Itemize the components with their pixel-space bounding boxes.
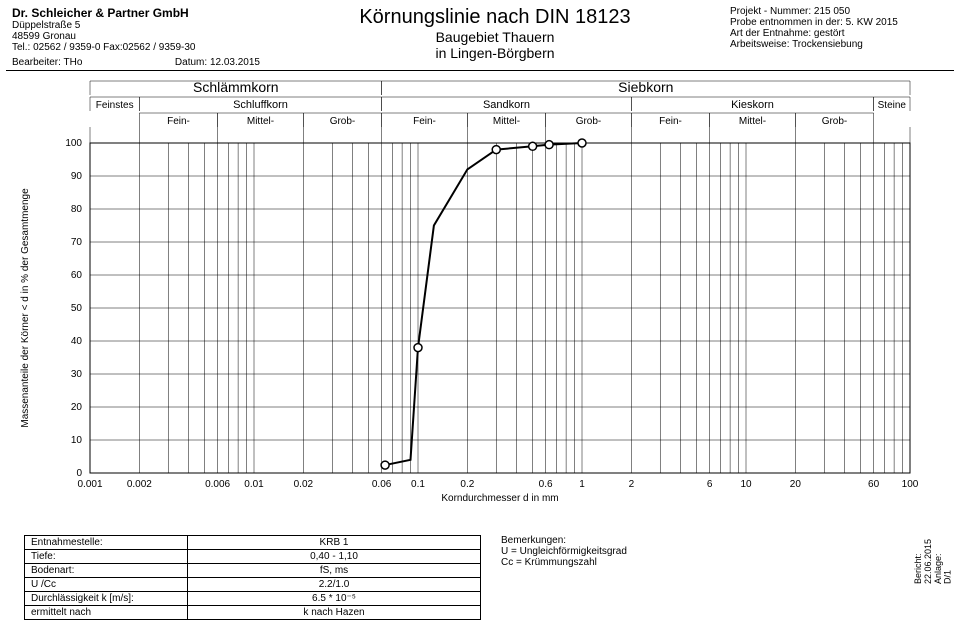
svg-text:0.02: 0.02 [294,479,314,490]
svg-text:10: 10 [740,479,752,490]
row-value: 2.2/1.0 [188,578,481,592]
row-value: KRB 1 [188,536,481,550]
svg-text:Feinstes: Feinstes [96,100,134,111]
projekt: Projekt - Nummer: 215 050 [730,6,948,17]
svg-text:0.01: 0.01 [244,479,264,490]
header-mid: Körnungslinie nach DIN 18123 Baugebiet T… [266,4,724,70]
header-left: Dr. Schleicher & Partner GmbH Düppelstra… [6,4,266,70]
row-value: k nach Hazen [188,606,481,620]
anlage: Anlage:D/1 [934,539,954,584]
bem-title: Bemerkungen: [501,535,894,546]
side-labels: Bericht:22.06.2015 Anlage:D/1 [914,535,954,584]
bem1: U = Ungleichförmigkeitsgrad [501,546,894,557]
row-label: Bodenart: [25,564,188,578]
row-value: 6.5 * 10⁻⁵ [188,592,481,606]
svg-text:60: 60 [71,270,83,281]
row-value: 0,40 - 1,10 [188,550,481,564]
svg-text:100: 100 [902,479,919,490]
svg-text:Massenanteile der Körner < d i: Massenanteile der Körner < d in % der Ge… [20,188,31,428]
svg-text:Fein-: Fein- [167,116,190,127]
addr2: 48599 Gronau [12,31,260,42]
svg-text:0.1: 0.1 [411,479,425,490]
footer: Entnahmestelle:KRB 1Tiefe:0,40 - 1,10Bod… [24,535,954,620]
svg-text:Grob-: Grob- [822,116,848,127]
probe: Probe entnommen in der: 5. KW 2015 [730,17,948,28]
chart-svg: 0 10 20 30 40 50 60 70 80 90 100 0.001 0.002 0.006 0.0… [10,73,950,513]
svg-text:0.002: 0.002 [127,479,152,490]
datum: Datum: 12.03.2015 [175,57,260,68]
entnahme: Art der Entnahme: gestört [730,28,948,39]
addr1: Düppelstraße 5 [12,20,260,31]
svg-text:20: 20 [790,479,802,490]
title: Körnungslinie nach DIN 18123 [272,6,718,29]
svg-text:Siebkorn: Siebkorn [618,79,673,95]
svg-text:Kieskorn: Kieskorn [731,99,774,111]
svg-text:Mittel-: Mittel- [493,116,520,127]
table-row: Tiefe:0,40 - 1,10 [25,550,481,564]
bem2: Cc = Krümmungszahl [501,557,894,568]
svg-text:40: 40 [71,336,83,347]
row-value: fS, ms [188,564,481,578]
svg-text:1: 1 [579,479,585,490]
chart: 0 10 20 30 40 50 60 70 80 90 100 0.001 0.002 0.006 0.0… [10,73,950,513]
svg-text:0.06: 0.06 [372,479,392,490]
svg-text:100: 100 [65,138,82,149]
bearb: Bearbeiter: THo [12,57,82,68]
subtitle1: Baugebiet Thauern [272,29,718,45]
header: Dr. Schleicher & Partner GmbH Düppelstra… [6,4,954,71]
svg-text:20: 20 [71,402,83,413]
svg-text:Korndurchmesser d in mm: Korndurchmesser d in mm [441,493,558,504]
svg-text:10: 10 [71,435,83,446]
table-row: Bodenart:fS, ms [25,564,481,578]
svg-text:80: 80 [71,204,83,215]
tel: Tel.: 02562 / 9359-0 Fax:02562 / 9359-30 [12,42,260,53]
header-right: Projekt - Nummer: 215 050 Probe entnomme… [724,4,954,70]
svg-text:Mittel-: Mittel- [247,116,274,127]
svg-text:Mittel-: Mittel- [739,116,766,127]
row-label: Entnahmestelle: [25,536,188,550]
svg-text:30: 30 [71,369,83,380]
row-label: Tiefe: [25,550,188,564]
svg-text:Schluffkorn: Schluffkorn [233,99,288,111]
row-label: Durchlässigkeit k [m/s]: [25,592,188,606]
svg-text:0.006: 0.006 [205,479,230,490]
svg-text:0.001: 0.001 [77,479,102,490]
svg-text:Grob-: Grob- [330,116,356,127]
remarks: Bemerkungen: U = Ungleichförmigkeitsgrad… [501,535,894,568]
svg-text:Schlämmkorn: Schlämmkorn [193,79,279,95]
row-label: U /Cc [25,578,188,592]
page: Dr. Schleicher & Partner GmbH Düppelstra… [0,0,960,637]
svg-text:60: 60 [868,479,880,490]
row-label: ermittelt nach [25,606,188,620]
arbeitsweise: Arbeitsweise: Trockensiebung [730,39,948,50]
table-row: U /Cc2.2/1.0 [25,578,481,592]
svg-text:Fein-: Fein- [413,116,436,127]
svg-text:70: 70 [71,237,83,248]
svg-text:2: 2 [629,479,635,490]
svg-text:50: 50 [71,303,83,314]
svg-text:Steine: Steine [878,100,907,111]
svg-text:0.6: 0.6 [539,479,553,490]
svg-text:6: 6 [707,479,713,490]
table-row: Durchlässigkeit k [m/s]:6.5 * 10⁻⁵ [25,592,481,606]
bericht: Bericht:22.06.2015 [914,539,934,584]
svg-text:0.2: 0.2 [460,479,474,490]
subtitle2: in Lingen-Börgbern [272,45,718,61]
table-row: ermittelt nachk nach Hazen [25,606,481,620]
svg-text:Sandkorn: Sandkorn [483,99,530,111]
info-table: Entnahmestelle:KRB 1Tiefe:0,40 - 1,10Bod… [24,535,481,620]
svg-text:Fein-: Fein- [659,116,682,127]
svg-text:Grob-: Grob- [576,116,602,127]
svg-text:90: 90 [71,171,83,182]
company-name: Dr. Schleicher & Partner GmbH [12,6,260,20]
svg-text:0: 0 [76,468,82,479]
table-row: Entnahmestelle:KRB 1 [25,536,481,550]
